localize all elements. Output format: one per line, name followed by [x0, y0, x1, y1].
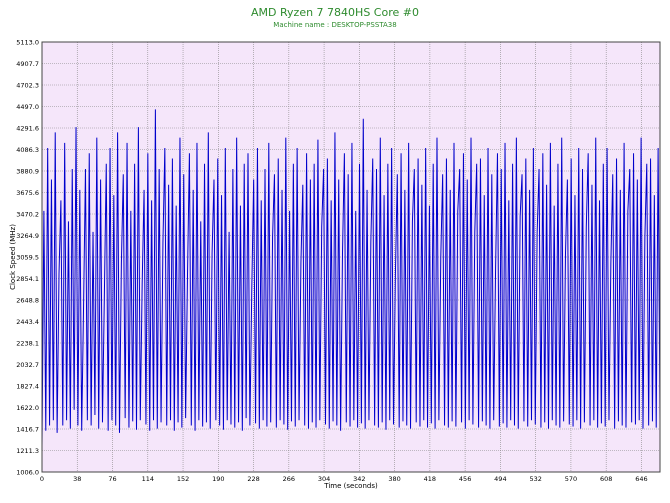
y-tick-label: 2648.8 — [16, 297, 39, 305]
y-tick-label: 1416.7 — [16, 426, 39, 434]
y-tick-label: 3059.5 — [16, 254, 39, 262]
x-tick-label: 494 — [494, 475, 506, 483]
chart-title: AMD Ryzen 7 7840HS Core #0 — [251, 6, 419, 19]
y-tick-label: 1622.0 — [16, 404, 39, 412]
y-tick-label: 3470.2 — [16, 211, 39, 219]
x-tick-label: 646 — [635, 475, 647, 483]
x-tick-label: 76 — [108, 475, 116, 483]
x-tick-label: 0 — [40, 475, 44, 483]
y-tick-label: 2032.7 — [16, 361, 39, 369]
y-tick-label: 4291.6 — [16, 125, 39, 133]
y-tick-label: 1827.4 — [16, 383, 39, 391]
series-line — [41, 109, 661, 447]
x-axis-ticks: 0 38 76 114 152 190 228 266 304 342 380 418 456 494 53… — [40, 475, 648, 483]
y-tick-label: 2238.1 — [16, 340, 39, 348]
y-tick-label: 4907.7 — [16, 60, 39, 68]
y-tick-label: 4086.3 — [16, 146, 39, 154]
x-axis-label: Time (seconds) — [323, 482, 378, 490]
x-tick-label: 228 — [247, 475, 259, 483]
x-tick-label: 304 — [318, 475, 330, 483]
x-tick-label: 380 — [388, 475, 400, 483]
x-tick-label: 608 — [600, 475, 612, 483]
plot-border — [41, 41, 661, 473]
x-tick-label: 570 — [565, 475, 577, 483]
y-tick-label: 2854.1 — [16, 275, 39, 283]
y-tick-label: 3880.9 — [16, 168, 39, 176]
x-tick-label: 456 — [459, 475, 471, 483]
x-tick-label: 152 — [177, 475, 189, 483]
y-tick-label: 1006.0 — [16, 469, 39, 477]
x-tick-label: 532 — [529, 475, 541, 483]
x-tick-label: 266 — [283, 475, 295, 483]
y-tick-label: 3264.9 — [16, 232, 39, 240]
y-axis-label: Clock Speed (MHz) — [9, 224, 17, 290]
x-tick-label: 342 — [353, 475, 365, 483]
y-tick-label: 4702.3 — [16, 82, 39, 90]
y-tick-label: 5113.0 — [16, 39, 39, 47]
y-tick-label: 3675.6 — [16, 189, 39, 197]
y-tick-label: 4497.0 — [16, 103, 39, 111]
x-tick-label: 418 — [424, 475, 436, 483]
x-tick-label: 38 — [73, 475, 81, 483]
x-tick-label: 114 — [142, 475, 154, 483]
chart-subtitle: Machine name : DESKTOP-PSSTA38 — [273, 21, 397, 29]
x-tick-label: 190 — [212, 475, 224, 483]
y-tick-label: 2443.4 — [16, 318, 39, 326]
y-axis-ticks: 1006.0 1211.3 1416.7 1622.0 1827.4 2032.7 2238… — [16, 39, 39, 477]
y-tick-label: 1211.3 — [16, 447, 39, 455]
